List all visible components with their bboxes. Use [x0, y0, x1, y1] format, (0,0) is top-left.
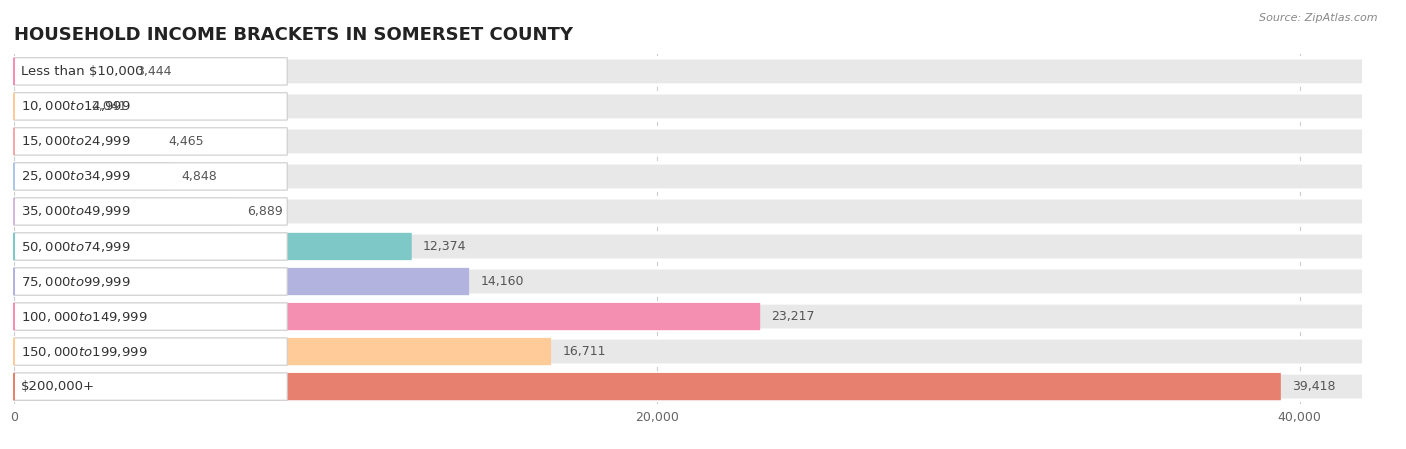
- Text: $15,000 to $24,999: $15,000 to $24,999: [21, 134, 131, 149]
- Text: $150,000 to $199,999: $150,000 to $199,999: [21, 344, 148, 359]
- FancyBboxPatch shape: [14, 373, 287, 400]
- Text: $10,000 to $14,999: $10,000 to $14,999: [21, 99, 131, 114]
- Text: 12,374: 12,374: [423, 240, 467, 253]
- FancyBboxPatch shape: [14, 338, 287, 365]
- FancyBboxPatch shape: [14, 268, 470, 295]
- FancyBboxPatch shape: [14, 338, 551, 365]
- Text: HOUSEHOLD INCOME BRACKETS IN SOMERSET COUNTY: HOUSEHOLD INCOME BRACKETS IN SOMERSET CO…: [14, 26, 574, 44]
- FancyBboxPatch shape: [14, 303, 287, 330]
- FancyBboxPatch shape: [14, 233, 1364, 260]
- Text: $35,000 to $49,999: $35,000 to $49,999: [21, 204, 131, 219]
- Text: 14,160: 14,160: [481, 275, 524, 288]
- FancyBboxPatch shape: [14, 93, 287, 120]
- Text: 16,711: 16,711: [562, 345, 606, 358]
- FancyBboxPatch shape: [14, 163, 170, 190]
- FancyBboxPatch shape: [14, 163, 287, 190]
- Text: $200,000+: $200,000+: [21, 380, 94, 393]
- FancyBboxPatch shape: [14, 93, 1364, 120]
- FancyBboxPatch shape: [14, 128, 287, 155]
- Text: $25,000 to $34,999: $25,000 to $34,999: [21, 169, 131, 184]
- Text: $50,000 to $74,999: $50,000 to $74,999: [21, 239, 131, 254]
- Text: 3,444: 3,444: [136, 65, 172, 78]
- FancyBboxPatch shape: [14, 198, 287, 225]
- Text: $100,000 to $149,999: $100,000 to $149,999: [21, 309, 148, 324]
- FancyBboxPatch shape: [14, 198, 235, 225]
- FancyBboxPatch shape: [14, 58, 125, 85]
- FancyBboxPatch shape: [14, 163, 1364, 190]
- FancyBboxPatch shape: [14, 58, 287, 85]
- Text: 23,217: 23,217: [772, 310, 815, 323]
- Text: 2,041: 2,041: [91, 100, 127, 113]
- FancyBboxPatch shape: [14, 128, 1364, 155]
- FancyBboxPatch shape: [14, 373, 1364, 400]
- FancyBboxPatch shape: [14, 268, 1364, 295]
- Text: $75,000 to $99,999: $75,000 to $99,999: [21, 274, 131, 289]
- FancyBboxPatch shape: [14, 303, 1364, 330]
- Text: Less than $10,000: Less than $10,000: [21, 65, 143, 78]
- Text: Source: ZipAtlas.com: Source: ZipAtlas.com: [1260, 13, 1378, 23]
- FancyBboxPatch shape: [14, 338, 1364, 365]
- FancyBboxPatch shape: [14, 198, 1364, 225]
- FancyBboxPatch shape: [14, 303, 761, 330]
- FancyBboxPatch shape: [14, 233, 412, 260]
- FancyBboxPatch shape: [14, 128, 157, 155]
- Text: 6,889: 6,889: [246, 205, 283, 218]
- FancyBboxPatch shape: [14, 268, 287, 295]
- FancyBboxPatch shape: [14, 58, 1364, 85]
- Text: 39,418: 39,418: [1292, 380, 1336, 393]
- Text: 4,465: 4,465: [169, 135, 204, 148]
- FancyBboxPatch shape: [14, 373, 1281, 400]
- FancyBboxPatch shape: [14, 93, 80, 120]
- Text: 4,848: 4,848: [181, 170, 217, 183]
- FancyBboxPatch shape: [14, 233, 287, 260]
